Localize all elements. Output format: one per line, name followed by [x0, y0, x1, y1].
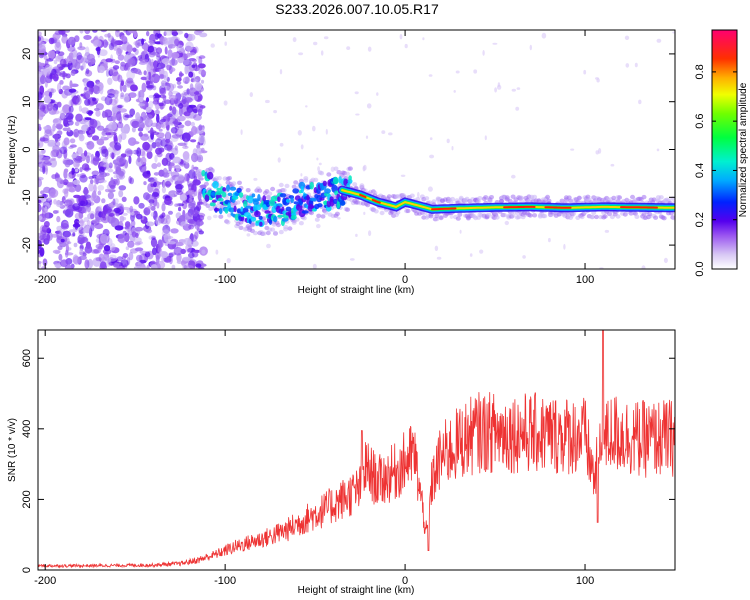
snr-x-tick-label: -100	[214, 575, 236, 587]
spectrogram-y-tick-label: 20	[21, 48, 33, 60]
spectrogram-noise	[38, 30, 675, 269]
colorbar-tick-label: 0.6	[694, 114, 706, 129]
snr-y-ticks: 0 200 400 600	[21, 349, 675, 573]
snr-x-label: Height of straight line (km)	[298, 585, 415, 596]
colorbar-frame	[711, 29, 738, 270]
colorbar-tick-label: 0.8	[694, 64, 706, 79]
snr-y-label: SNR (10 * v/v)	[7, 418, 18, 482]
spectrogram-y-tick-label: -20	[21, 237, 33, 253]
colorbar-ticks: 0.0 0.2 0.4 0.6 0.8	[694, 64, 737, 277]
snr-y-tick-label: 200	[21, 490, 33, 508]
spectrogram-y-tick-label: 0	[21, 146, 33, 152]
colorbar-tick-label: 0.2	[694, 212, 706, 227]
colorbar-gradient	[712, 30, 737, 269]
chart-title: S233.2026.007.10.05.R17	[275, 1, 439, 17]
spectrogram-y-label: Frequency (Hz)	[7, 116, 18, 185]
snr-y-tick-label: 0	[21, 567, 33, 573]
colorbar: 0.0 0.2 0.4 0.6 0.8 Normalized spectral ampl…	[694, 29, 749, 277]
spectrogram-x-tick-label: -100	[214, 274, 236, 286]
snr-x-tick-label: 0	[402, 575, 408, 587]
snr-y-tick-label: 600	[21, 349, 33, 367]
spectrogram-x-tick-label: -200	[34, 274, 56, 286]
snr-series-line	[38, 330, 675, 569]
colorbar-tick-label: 0.4	[694, 163, 706, 178]
spectrogram-y-ticks: -20 -10 0 10 20	[21, 48, 675, 253]
snr-frame	[37, 329, 676, 571]
snr-x-ticks: -200 -100 0 100	[34, 330, 594, 587]
spectrogram-x-label: Height of straight line (km)	[298, 285, 415, 296]
spectrogram-signal	[201, 166, 675, 236]
spectrogram-x-tick-label: 0	[402, 274, 408, 286]
spectrogram-x-ticks: -200 -100 0 100	[34, 30, 594, 286]
spectrogram-x-tick-label: 100	[576, 274, 594, 286]
snr-x-tick-label: -200	[34, 575, 56, 587]
colorbar-label: Normalized spectral amplitude	[738, 82, 749, 217]
snr-panel: -200 -100 0 100 0 200 400 600 Height of straig…	[7, 329, 676, 596]
colorbar-tick-label: 0.0	[694, 261, 706, 276]
spectrogram-y-tick-label: -10	[21, 189, 33, 205]
spectrogram-y-tick-label: 10	[21, 96, 33, 108]
snr-y-tick-label: 400	[21, 420, 33, 438]
snr-x-tick-label: 100	[576, 575, 594, 587]
